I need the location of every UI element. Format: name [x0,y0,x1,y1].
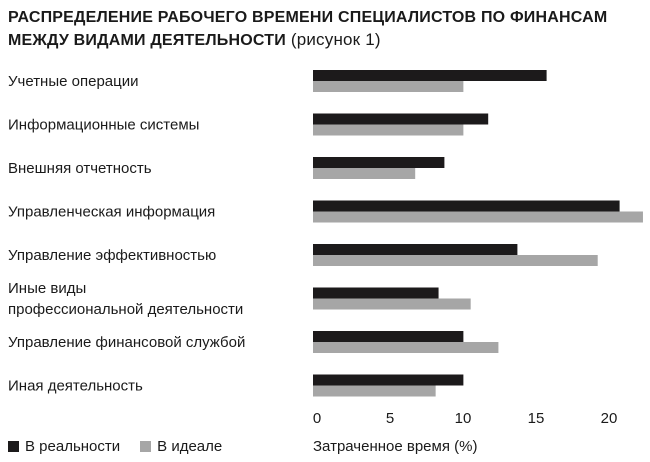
x-tick-label: 20 [601,410,618,427]
x-tick-label: 5 [386,410,394,427]
bar-ideal [313,342,499,353]
category-label: Внешняя отчетность [8,160,152,177]
bar-reality [313,70,547,81]
legend-item-ideal: В идеале [140,438,222,455]
legend-label-reality: В реальности [25,438,121,455]
bar-ideal [313,298,471,310]
bar-reality [313,331,464,342]
bar-ideal [313,255,598,266]
bar-ideal [313,124,464,136]
legend-swatch-ideal [140,441,152,452]
bar-reality [313,200,620,212]
category-label: Информационные системы [8,117,199,134]
bar-reality [313,113,489,125]
bar-ideal [313,168,416,179]
bar-ideal [313,385,436,397]
bar-reality [313,374,464,386]
x-axis-label: Затраченное время (%) [313,438,478,455]
legend: В реальности В идеале [8,438,236,455]
category-label: Управление эффективностью [8,247,216,264]
legend-swatch-reality [8,441,19,452]
category-label: Иные виды [8,280,86,297]
legend-label-ideal: В идеале [157,438,223,455]
x-tick-label: 10 [455,410,472,427]
category-label: Иная деятельность [8,378,143,395]
x-tick-label: 0 [313,410,321,427]
title-figure-ref: (рисунок 1) [285,30,381,49]
bar-reality [313,157,445,168]
bar-reality [313,287,439,299]
category-label: Управление финансовой службой [8,334,245,351]
title-line-1: Распределение рабочего времени специалис… [8,9,608,26]
title-line-2: между видами деятельности [8,32,286,49]
x-tick-label: 15 [528,410,545,427]
category-label: Управленческая информация [8,204,215,221]
bar-ideal [313,211,643,223]
category-label: Учетные операции [8,73,138,90]
bar-ideal [313,81,464,92]
chart-title: Распределение рабочего времени специалис… [8,6,648,52]
category-label: профессиональной деятельности [8,301,243,318]
bar-reality [313,244,518,255]
legend-item-reality: В реальности [8,438,120,455]
